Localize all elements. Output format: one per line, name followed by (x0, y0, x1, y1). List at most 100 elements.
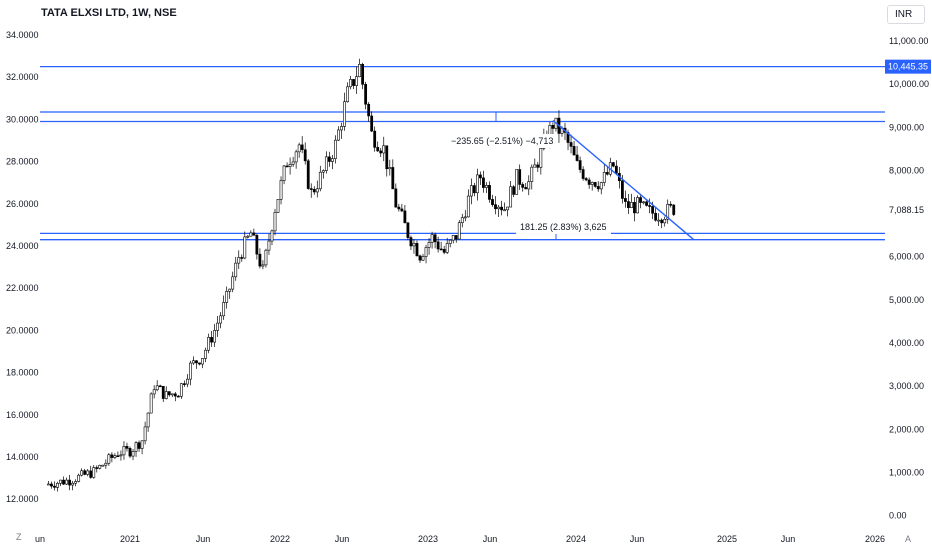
candle-body (509, 186, 513, 208)
candle-body (80, 470, 84, 476)
candle-body (627, 201, 630, 209)
candle-body (584, 178, 588, 181)
candle-body (421, 256, 425, 261)
candle-body (343, 101, 346, 127)
candle-body (273, 212, 277, 232)
right-axis-tick: 9,000.00 (889, 122, 924, 132)
candle-body (258, 253, 262, 267)
candle-body (192, 360, 195, 364)
candle-body (122, 446, 126, 456)
candle-body (572, 146, 576, 156)
candle-body (312, 188, 316, 193)
right-axis-tick: 3,000.00 (889, 381, 924, 391)
candle-body (131, 451, 135, 457)
left-axis-tick: 12.0000 (6, 494, 39, 504)
candle-body (663, 218, 667, 224)
time-axis-tick: un (35, 534, 45, 544)
candle-body (639, 197, 642, 203)
candle-body (276, 199, 280, 213)
candle-body (83, 470, 87, 475)
candle-body (488, 185, 491, 200)
candle-body (367, 103, 371, 117)
candle-body (119, 454, 123, 457)
candle-body (140, 440, 144, 449)
candle-body (134, 442, 138, 452)
right-axis-tick: 10,000.00 (889, 79, 929, 89)
candle-body (300, 144, 304, 150)
price-tag-box (885, 59, 931, 74)
candle-body (412, 243, 416, 247)
candle-body (340, 126, 343, 131)
log-scale-icon[interactable]: Z (16, 532, 22, 542)
candle-body (92, 467, 96, 478)
candle-body (630, 202, 633, 209)
candle-body (279, 180, 283, 200)
candle-body (463, 216, 467, 219)
candle-body (346, 86, 349, 103)
candle-body (164, 391, 168, 399)
candle-body (427, 242, 431, 248)
time-axis-tick: Jun (335, 534, 350, 544)
candle-body (201, 358, 204, 365)
currency-button[interactable]: INR (887, 5, 925, 24)
candle-body (182, 383, 186, 385)
candle-body (207, 337, 210, 351)
trendline[interactable] (552, 119, 695, 241)
candle-body (89, 470, 93, 478)
left-axis-tick: 34.0000 (6, 30, 39, 40)
candle-body (373, 130, 377, 148)
candle-body (173, 393, 177, 397)
candle-body (500, 206, 503, 211)
candle-body (636, 197, 639, 214)
candle-body (291, 161, 295, 165)
candle-body (482, 177, 485, 188)
candle-body (457, 222, 461, 240)
candle-body (252, 232, 256, 236)
candle-body (469, 185, 473, 197)
candle-body (391, 167, 395, 190)
candle-body (327, 156, 331, 162)
candle-body (86, 470, 90, 475)
candle-body (264, 249, 268, 266)
candle-body (355, 76, 358, 86)
candle-body (161, 385, 165, 399)
candle-body (524, 187, 528, 190)
candle-body (149, 393, 153, 414)
candle-body (672, 204, 676, 215)
candle-body (324, 156, 328, 171)
candle-body (210, 337, 213, 343)
price-tag-label: 10,445.35 (888, 62, 928, 72)
candle-body (361, 63, 365, 85)
candle-body (47, 483, 50, 486)
candle-body (143, 426, 147, 442)
candle-body (385, 145, 389, 170)
time-axis-tick: 2025 (717, 534, 737, 544)
candle-body (176, 395, 180, 398)
auto-scale-icon[interactable]: A (905, 534, 912, 544)
right-axis-tick: 0.00 (889, 511, 907, 521)
candle-body (394, 188, 398, 208)
candle-body (110, 454, 114, 458)
left-axis-tick: 30.0000 (6, 114, 39, 124)
candle-body (460, 217, 464, 223)
candle-body (56, 482, 59, 488)
candle-body (599, 182, 603, 190)
candle-body (506, 206, 510, 211)
candle-body (62, 479, 65, 485)
right-axis-tick: 6,000.00 (889, 252, 924, 262)
right-axis-tick: 4,000.00 (889, 338, 924, 348)
candle-body (436, 241, 440, 250)
time-axis-tick: 2024 (566, 534, 586, 544)
candle-body (430, 234, 434, 243)
candle-body (400, 208, 404, 212)
candle-body (494, 204, 497, 210)
candle-body (158, 385, 162, 388)
candle-body (189, 362, 192, 380)
candle-body (219, 315, 223, 324)
candle-body (146, 412, 150, 428)
candle-body (297, 144, 301, 153)
candle-body (379, 150, 383, 154)
candle-body (439, 248, 443, 251)
candle-body (472, 185, 476, 194)
